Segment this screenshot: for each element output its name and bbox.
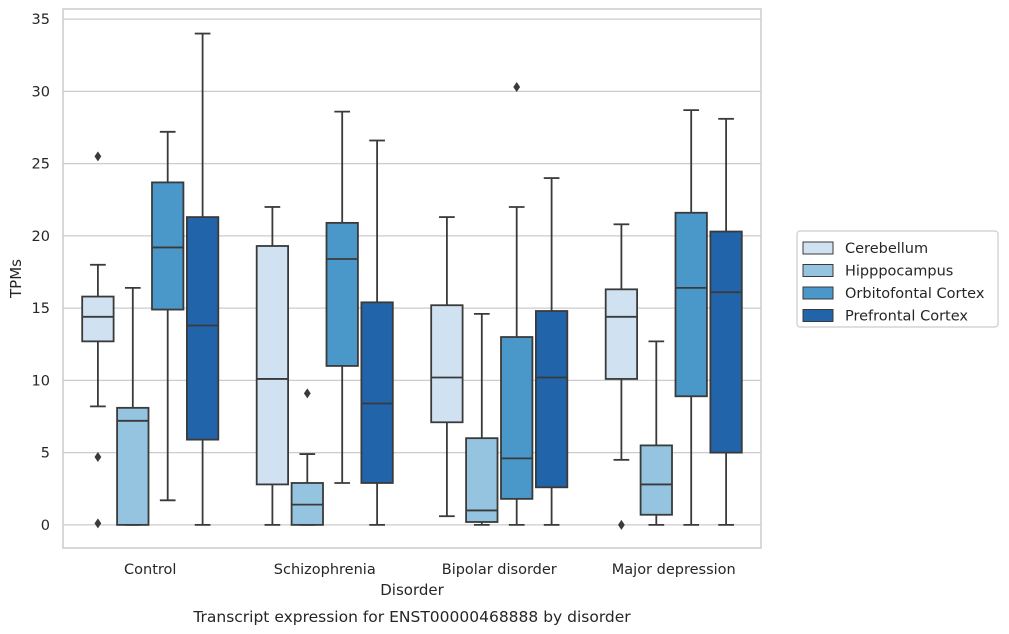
y-tick-label: 15 (32, 301, 50, 317)
y-tick-label: 35 (32, 12, 50, 28)
box-body (674, 211, 708, 398)
chart-caption: Transcript expression for ENST0000046888… (192, 608, 631, 626)
x-axis-title: Disorder (380, 581, 444, 599)
box-orbitofontal-cortex (151, 130, 185, 502)
outlier-point (303, 388, 311, 399)
outlier-point (513, 82, 521, 93)
x-tick-label: Major depression (612, 562, 736, 578)
box-cerebellum (255, 206, 290, 526)
box-cerebellum (430, 216, 464, 518)
y-tick-label: 0 (41, 518, 50, 534)
legend-swatch (802, 286, 834, 300)
x-axis-tick-labels: Control Schizophrenia Bipolar disorder Majo… (124, 562, 736, 578)
box-orbitofontal-cortex (674, 109, 708, 526)
y-axis-tick-labels: 0 5 10 15 20 25 30 35 (32, 12, 50, 534)
box-hipppocampus (116, 286, 150, 526)
legend-label: Cerebellum (845, 241, 928, 257)
box-prefrontal-cortex (709, 117, 743, 526)
y-tick-label: 25 (32, 157, 50, 173)
box-body (709, 230, 743, 454)
y-tick-label: 10 (32, 373, 50, 389)
box-body (255, 245, 290, 486)
y-tick-label: 30 (32, 84, 50, 100)
box-prefrontal-cortex (534, 177, 569, 526)
box-body (430, 304, 464, 424)
outlier-point (618, 519, 625, 530)
x-tick-label: Control (124, 562, 176, 578)
box-body (185, 216, 220, 441)
legend-swatch (802, 309, 834, 322)
y-axis-title: TPMs (7, 259, 25, 299)
x-tick-label: Bipolar disorder (442, 562, 557, 578)
box-series-group (81, 32, 743, 530)
box-body (639, 444, 673, 516)
box-prefrontal-cortex (360, 139, 394, 526)
box-body (360, 301, 394, 484)
legend: Cerebellum Hipppocampus Orbitofontal Corte… (796, 230, 999, 328)
box-body (465, 437, 499, 523)
box-body (604, 288, 639, 380)
legend-frame (796, 230, 999, 328)
y-tick-label: 5 (41, 446, 50, 462)
box-body (534, 310, 569, 489)
box-hipppocampus (465, 313, 499, 526)
x-tick-label: Schizophrenia (274, 562, 376, 578)
box-orbitofontal-cortex (325, 110, 359, 484)
box-cerebellum (81, 151, 115, 529)
outlier-point (94, 518, 102, 529)
box-body (151, 181, 185, 311)
legend-label: Hipppocampus (845, 264, 953, 280)
box-prefrontal-cortex (185, 32, 220, 526)
box-body (81, 295, 115, 343)
box-hipppocampus (290, 388, 324, 526)
box-body (116, 406, 150, 526)
legend-label: Orbitofontal Cortex (845, 286, 985, 302)
box-cerebellum (604, 223, 639, 530)
y-tick-label: 20 (32, 229, 50, 245)
box-body (500, 336, 534, 500)
legend-label: Prefrontal Cortex (845, 309, 968, 325)
legend-swatch (802, 241, 834, 255)
box-body (325, 221, 359, 367)
legend-swatch (802, 264, 834, 277)
outlier-point (94, 451, 102, 462)
box-orbitofontal-cortex (500, 82, 534, 526)
plot-area-frame (62, 8, 762, 549)
outlier-point (94, 151, 102, 162)
box-hipppocampus (639, 340, 673, 526)
